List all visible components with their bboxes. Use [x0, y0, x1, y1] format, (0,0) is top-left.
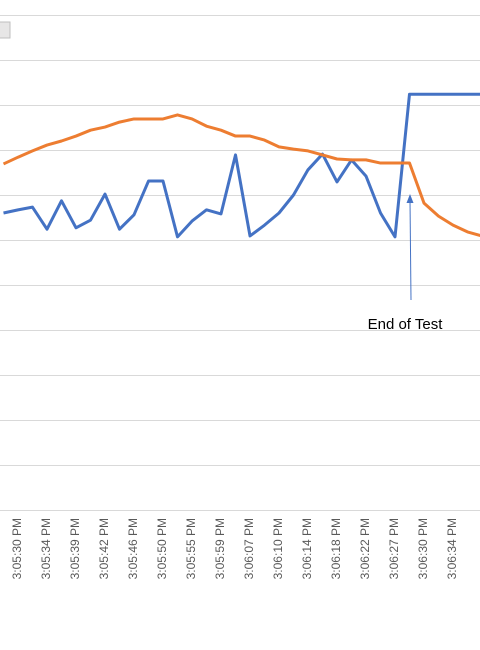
series-line — [3, 92, 480, 239]
x-tick-label: 3:06:27 PM — [387, 518, 401, 579]
x-tick-label: 3:05:50 PM — [155, 518, 169, 579]
annotation: End of Test — [368, 316, 444, 333]
series-line — [2, 113, 480, 237]
x-tick-label: 3:06:34 PM — [445, 518, 459, 579]
x-tick-label: 3:06:10 PM — [271, 518, 285, 579]
grid — [0, 15, 480, 511]
x-tick-label: 3:05:46 PM — [126, 518, 140, 579]
annotation-arrow — [409, 199, 412, 301]
x-tick-label: 3:06:14 PM — [300, 518, 314, 579]
legend-fragment — [0, 21, 11, 39]
x-tick-label: 3:05:39 PM — [68, 518, 82, 579]
x-tick-label: 3:05:34 PM — [39, 518, 53, 579]
x-tick-label: 3:06:07 PM — [242, 518, 256, 579]
x-tick-label: 3:06:22 PM — [358, 518, 372, 579]
x-tick-label: 3:05:42 PM — [97, 518, 111, 579]
x-tick-label: 3:06:18 PM — [329, 518, 343, 579]
plot — [2, 92, 480, 239]
x-tick-label: 3:05:59 PM — [213, 518, 227, 579]
annotation-arrowhead — [406, 194, 414, 203]
x-tick-label: 3:05:30 PM — [10, 518, 24, 579]
x-tick-label: 3:06:30 PM — [416, 518, 430, 579]
x-tick-label: 3:05:55 PM — [184, 518, 198, 579]
